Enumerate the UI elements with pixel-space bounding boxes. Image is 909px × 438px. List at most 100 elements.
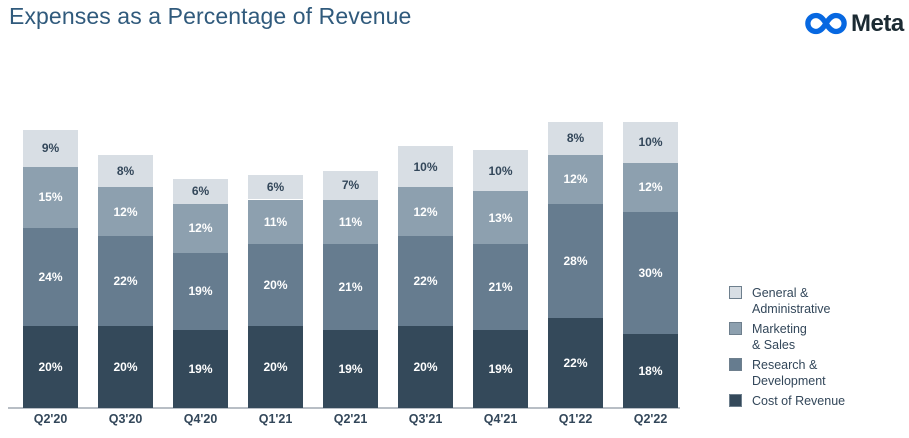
bar-segment-value: 20% — [413, 360, 438, 375]
x-axis-label: Q3'21 — [408, 412, 443, 426]
bar-segment-value: 28% — [563, 253, 588, 268]
x-axis-label: Q2'22 — [633, 412, 668, 426]
bar-segment-value: 10% — [488, 163, 513, 178]
bar-segment-value: 30% — [638, 266, 663, 281]
bar-segment: 15% — [23, 166, 78, 229]
x-axis-label: Q4'21 — [483, 412, 518, 426]
bar-segment-value: 20% — [113, 360, 138, 375]
legend-label: Cost of Revenue — [752, 394, 846, 408]
bar-segment: 19% — [323, 330, 378, 408]
bar-segment: 10% — [473, 150, 528, 192]
bar-segment: 20% — [248, 326, 303, 408]
bar-segment: 19% — [173, 330, 228, 408]
bar-segment-value: 22% — [563, 356, 588, 371]
legend-swatch — [729, 358, 742, 371]
meta-infinity-icon — [805, 12, 847, 35]
bar-segment: 7% — [323, 170, 378, 200]
x-axis-label: Q1'22 — [558, 412, 593, 426]
bar-segment-value: 19% — [188, 284, 213, 299]
bar-segment-value: 20% — [38, 360, 63, 375]
x-axis-label: Q3'20 — [108, 412, 143, 426]
bar-segment: 20% — [98, 326, 153, 408]
bar-segment: 11% — [323, 199, 378, 245]
bar-segment: 9% — [23, 130, 78, 167]
legend-swatch — [729, 394, 742, 407]
legend-item: General & Administrative — [729, 285, 845, 317]
bar-segment: 12% — [98, 187, 153, 237]
bar-segment: 12% — [173, 203, 228, 253]
bar-segment: 21% — [323, 244, 378, 331]
bar-segment: 20% — [23, 326, 78, 408]
bar-segment-value: 22% — [113, 274, 138, 289]
bar-segment-value: 19% — [488, 362, 513, 377]
x-axis-line — [8, 407, 680, 409]
x-axis-label: Q1'21 — [258, 412, 293, 426]
x-axis-label: Q2'20 — [33, 412, 68, 426]
meta-logo: Meta — [804, 9, 904, 38]
bar-segment-value: 21% — [488, 280, 513, 295]
bar-segment-value: 11% — [338, 214, 363, 229]
legend-item: Research & Development — [729, 357, 845, 389]
bar-segment-value: 18% — [638, 364, 663, 379]
legend-item: Marketing & Sales — [729, 321, 845, 353]
bar-segment: 30% — [623, 211, 678, 335]
bar-segment-value: 12% — [113, 204, 138, 219]
bar-segment-value: 21% — [338, 280, 363, 295]
bar-segment: 19% — [473, 330, 528, 408]
bar-segment-value: 12% — [413, 204, 438, 219]
bar-segment-value: 9% — [41, 141, 60, 156]
bar-segment: 20% — [248, 244, 303, 327]
legend-swatch — [729, 286, 742, 299]
bar-segment: 19% — [173, 252, 228, 331]
bar-segment-value: 8% — [566, 131, 585, 146]
bar-segment: 22% — [98, 236, 153, 327]
bar-segment: 6% — [248, 174, 303, 200]
bar-segment-value: 24% — [38, 270, 63, 285]
legend-swatch — [729, 322, 742, 335]
legend-label: General & Administrative — [752, 286, 831, 316]
bar-segment: 22% — [398, 236, 453, 327]
page-title: Expenses as a Percentage of Revenue — [9, 3, 412, 29]
bar-segment-value: 11% — [263, 214, 288, 229]
bar-segment: 28% — [548, 203, 603, 319]
bar-segment: 22% — [548, 318, 603, 408]
bar-segment: 21% — [473, 244, 528, 331]
x-axis-label: Q4'20 — [183, 412, 218, 426]
bar-segment: 18% — [623, 334, 678, 408]
legend-label: Research & Development — [752, 358, 826, 388]
bar-segment-value: 8% — [116, 163, 135, 178]
bar-segment-value: 19% — [188, 362, 213, 377]
legend-label: Marketing & Sales — [752, 322, 807, 352]
bar-segment-value: 6% — [191, 184, 210, 199]
x-axis-label: Q2'21 — [333, 412, 368, 426]
bar-segment: 6% — [173, 179, 228, 204]
bar-segment: 24% — [23, 228, 78, 327]
meta-logo-text: Meta — [851, 9, 904, 37]
bar-segment: 8% — [548, 121, 603, 155]
bar-segment-value: 12% — [638, 180, 663, 195]
bar-segment: 11% — [248, 199, 303, 245]
bar-segment: 13% — [473, 191, 528, 245]
legend-item: Cost of Revenue — [729, 393, 845, 409]
bar-segment-value: 12% — [188, 221, 213, 236]
bar-segment-value: 19% — [338, 362, 363, 377]
bar-segment-value: 10% — [413, 159, 438, 174]
bar-segment-value: 7% — [341, 178, 360, 193]
bar-segment-value: 20% — [263, 360, 288, 375]
bar-segment: 8% — [98, 154, 153, 188]
chart-legend: General & Administrative Marketing & Sale… — [729, 285, 845, 409]
bar-segment: 10% — [623, 121, 678, 163]
bar-segment: 12% — [548, 154, 603, 204]
bar-segment-value: 6% — [266, 180, 285, 195]
bar-segment-value: 15% — [38, 190, 63, 205]
bar-segment-value: 10% — [638, 135, 663, 150]
bar-segment-value: 22% — [413, 274, 438, 289]
bar-segment: 20% — [398, 326, 453, 408]
bar-segment: 10% — [398, 146, 453, 188]
bar-segment-value: 13% — [488, 210, 513, 225]
bar-segment: 12% — [623, 162, 678, 212]
bar-segment-value: 12% — [563, 172, 588, 187]
bar-segment-value: 20% — [263, 278, 288, 293]
bar-segment: 12% — [398, 187, 453, 237]
